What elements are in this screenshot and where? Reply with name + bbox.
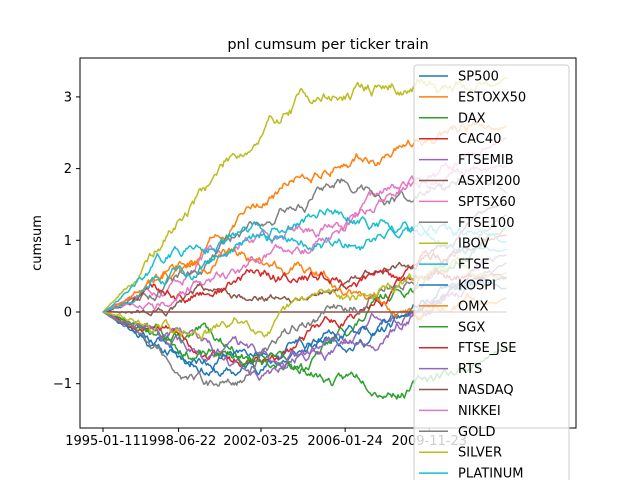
plot-frame: [79, 57, 577, 429]
legend-label: OMX: [458, 299, 488, 314]
legend-label: IBOV: [458, 237, 490, 252]
legend-label: GOLD: [458, 425, 496, 440]
legend-frame: [413, 64, 570, 480]
legend-label: SILVER: [458, 446, 502, 461]
x-tick-label: 2006-01-24: [307, 434, 383, 449]
legend-label: PLATINUM: [458, 467, 524, 480]
x-tick-label: 1995-01-11: [65, 434, 141, 449]
chart-title: pnl cumsum per ticker train: [227, 37, 428, 53]
legend: SP500 ESTOXX50 DAX CAC40 FTSEMIB ASXPI200 SPTS…: [413, 64, 570, 480]
legend-label: NASDAQ: [458, 383, 514, 398]
legend-label: ESTOXX50: [458, 90, 526, 105]
y-axis-label: cumsum: [30, 215, 45, 271]
legend-label: SP500: [458, 70, 499, 85]
y-tick-label: 0: [64, 306, 72, 321]
legend-label: RTS: [458, 362, 482, 377]
y-tick-label: −1: [53, 377, 72, 392]
legend-label: CAC40: [458, 132, 501, 147]
x-tick-label: 2002-03-25: [223, 434, 299, 449]
legend-label: FTSE: [458, 258, 490, 273]
legend-label: KOSPI: [458, 279, 496, 294]
legend-label: DAX: [458, 111, 486, 126]
y-tick-label: 3: [64, 90, 72, 105]
legend-label: FTSEMIB: [458, 153, 514, 168]
legend-label: ASXPI200: [458, 174, 521, 189]
y-axis: −1 0 1 2 3: [53, 90, 80, 392]
legend-label: NIKKEI: [458, 404, 501, 419]
y-tick-label: 1: [64, 234, 72, 249]
legend-label: FTSE100: [458, 216, 514, 231]
x-tick-label: 1998-06-22: [141, 434, 217, 449]
y-tick-label: 2: [64, 162, 72, 177]
legend-label: FTSE_JSE: [458, 341, 516, 356]
legend-label: SPTSX60: [458, 195, 516, 210]
x-axis: 1995-01-11 1998-06-22 2002-03-25 2006-01-24…: [65, 428, 467, 449]
legend-label: SGX: [458, 320, 485, 335]
